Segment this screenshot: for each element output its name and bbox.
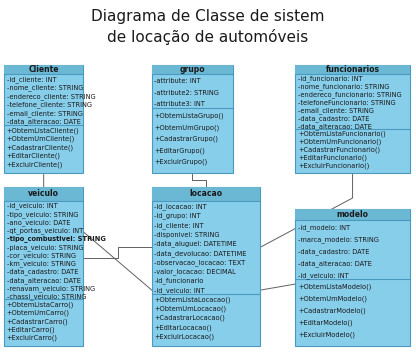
- Text: +EditarFuncionario(): +EditarFuncionario(): [298, 154, 367, 161]
- Text: +ObtemUmCarro(): +ObtemUmCarro(): [7, 310, 69, 316]
- Text: +ObtemUmCliente(): +ObtemUmCliente(): [7, 136, 75, 143]
- Text: +ExcluirFuncionario(): +ExcluirFuncionario(): [298, 162, 369, 168]
- Text: +CadastrarLocacao(): +CadastrarLocacao(): [154, 315, 225, 321]
- Text: -attribute3: INT: -attribute3: INT: [154, 102, 205, 107]
- Text: +ExcluirGrupo(): +ExcluirGrupo(): [154, 159, 208, 165]
- Text: -id_locacao: INT: -id_locacao: INT: [154, 203, 207, 210]
- Text: locacao: locacao: [189, 189, 223, 198]
- Text: -id_funcionario: INT: -id_funcionario: INT: [298, 76, 362, 82]
- Text: -attribute2: STRING: -attribute2: STRING: [154, 90, 219, 96]
- Text: +ExcluirModelo(): +ExcluirModelo(): [298, 331, 355, 338]
- FancyBboxPatch shape: [152, 65, 233, 74]
- Text: -id_cliente: INT: -id_cliente: INT: [7, 76, 56, 83]
- Text: +ExcluirLocacao(): +ExcluirLocacao(): [154, 333, 215, 340]
- Text: +ObtemListaLocacao(): +ObtemListaLocacao(): [154, 296, 231, 303]
- FancyBboxPatch shape: [4, 187, 83, 346]
- Text: -data_aluguel: DATETIME: -data_aluguel: DATETIME: [154, 240, 237, 247]
- Text: -endereco_cliente: STRING: -endereco_cliente: STRING: [7, 93, 95, 100]
- Text: +ObtemListaModelo(): +ObtemListaModelo(): [298, 284, 371, 291]
- Text: -km_veiculo: STRING: -km_veiculo: STRING: [7, 260, 76, 267]
- Text: -data_cadastro: DATE: -data_cadastro: DATE: [298, 115, 369, 122]
- FancyBboxPatch shape: [295, 209, 410, 346]
- Text: -data_alteracao: DATE: -data_alteracao: DATE: [7, 119, 81, 126]
- Text: -data_devolucao: DATETIME: -data_devolucao: DATETIME: [154, 250, 247, 257]
- Text: -id_grupo: INT: -id_grupo: INT: [154, 213, 201, 219]
- FancyBboxPatch shape: [152, 187, 260, 201]
- Text: -id_cliente: INT: -id_cliente: INT: [154, 222, 204, 229]
- Text: +ObtemUmFuncionario(): +ObtemUmFuncionario(): [298, 139, 381, 145]
- Text: -disponivel: STRING: -disponivel: STRING: [154, 231, 220, 238]
- Text: +EditarCliente(): +EditarCliente(): [7, 153, 61, 159]
- FancyBboxPatch shape: [295, 209, 410, 220]
- Text: -id_veiculo: INT: -id_veiculo: INT: [154, 287, 205, 294]
- Text: +ExcluirCarro(): +ExcluirCarro(): [7, 334, 58, 341]
- Text: -email_cliente: STRING: -email_cliente: STRING: [298, 107, 374, 114]
- Text: -cor_veiculo: STRING: -cor_veiculo: STRING: [7, 252, 76, 259]
- Text: +EditarCarro(): +EditarCarro(): [7, 326, 55, 333]
- Text: -id_veiculo: INT: -id_veiculo: INT: [298, 272, 349, 279]
- Text: Cliente: Cliente: [28, 65, 59, 74]
- Text: +ObtemListaCliente(): +ObtemListaCliente(): [7, 127, 79, 134]
- Text: -id_veiculo: INT: -id_veiculo: INT: [7, 203, 57, 210]
- Text: +EditarGrupo(): +EditarGrupo(): [154, 147, 205, 154]
- Text: -tipo_combustivel: STRING: -tipo_combustivel: STRING: [7, 235, 106, 242]
- Text: -tipo_veiculo: STRING: -tipo_veiculo: STRING: [7, 211, 78, 218]
- Text: funcionarios: funcionarios: [326, 65, 379, 74]
- FancyBboxPatch shape: [4, 187, 83, 201]
- Text: +ObtemUmGrupo(): +ObtemUmGrupo(): [154, 124, 220, 131]
- Text: +CadastrarFuncionario(): +CadastrarFuncionario(): [298, 147, 380, 153]
- Text: -telefoneFuncionario: STRING: -telefoneFuncionario: STRING: [298, 100, 396, 105]
- Text: +ExcluirCliente(): +ExcluirCliente(): [7, 161, 63, 168]
- Text: -id_funcionario: -id_funcionario: [154, 278, 204, 284]
- Text: -id_modelo: INT: -id_modelo: INT: [298, 225, 350, 231]
- Text: -email_cliente: STRING: -email_cliente: STRING: [7, 110, 82, 117]
- Text: Diagrama de Classe de sistem
de locação de automóveis: Diagrama de Classe de sistem de locação …: [91, 9, 325, 45]
- Text: -data_cadastro: DATE: -data_cadastro: DATE: [298, 248, 369, 255]
- Text: -observacao_locacao: TEXT: -observacao_locacao: TEXT: [154, 259, 245, 266]
- Text: -data_alteracao: DATE: -data_alteracao: DATE: [7, 277, 81, 284]
- Text: grupo: grupo: [180, 65, 205, 74]
- Text: +EditarModelo(): +EditarModelo(): [298, 319, 352, 326]
- FancyBboxPatch shape: [152, 65, 233, 173]
- FancyBboxPatch shape: [295, 65, 410, 173]
- Text: +ObtemUmLocacao(): +ObtemUmLocacao(): [154, 306, 226, 312]
- Text: -nome_funcionario: STRING: -nome_funcionario: STRING: [298, 84, 389, 90]
- Text: -endereco_funcionario: STRING: -endereco_funcionario: STRING: [298, 91, 401, 98]
- Text: -nome_cliente: STRING: -nome_cliente: STRING: [7, 85, 83, 91]
- Text: +ObtemUmModelo(): +ObtemUmModelo(): [298, 296, 367, 302]
- Text: -data_alteracao: DATE: -data_alteracao: DATE: [298, 260, 372, 267]
- Text: +ObtemListaCarro(): +ObtemListaCarro(): [7, 302, 74, 308]
- Text: -data_alteracao: DATE: -data_alteracao: DATE: [298, 123, 372, 130]
- Text: +CadastrarGrupo(): +CadastrarGrupo(): [154, 136, 218, 142]
- Text: modelo: modelo: [337, 210, 369, 219]
- FancyBboxPatch shape: [4, 65, 83, 173]
- FancyBboxPatch shape: [4, 65, 83, 74]
- Text: +CadastrarModelo(): +CadastrarModelo(): [298, 307, 366, 314]
- Text: +CadastrarCliente(): +CadastrarCliente(): [7, 144, 74, 151]
- Text: -attribute: INT: -attribute: INT: [154, 78, 201, 85]
- Text: -qt_portas_veiculo: INT: -qt_portas_veiculo: INT: [7, 228, 83, 234]
- Text: -valor_locacao: DECIMAL: -valor_locacao: DECIMAL: [154, 268, 236, 275]
- Text: -chassi_veiculo: STRING: -chassi_veiculo: STRING: [7, 293, 86, 300]
- Text: -telefone_cliente: STRING: -telefone_cliente: STRING: [7, 102, 92, 108]
- Text: +CadastrarCarro(): +CadastrarCarro(): [7, 318, 68, 325]
- Text: +EditarLocacao(): +EditarLocacao(): [154, 324, 212, 331]
- Text: -marca_modelo: STRING: -marca_modelo: STRING: [298, 237, 379, 243]
- FancyBboxPatch shape: [152, 187, 260, 346]
- Text: -placa_veiculo: STRING: -placa_veiculo: STRING: [7, 244, 83, 251]
- Text: -ano_veiculo: DATE: -ano_veiculo: DATE: [7, 219, 70, 226]
- Text: -renavam_veiculo: STRING: -renavam_veiculo: STRING: [7, 285, 95, 292]
- FancyBboxPatch shape: [295, 65, 410, 74]
- Text: +ObtemListaFuncionario(): +ObtemListaFuncionario(): [298, 131, 386, 137]
- Text: +ObtemListaGrupo(): +ObtemListaGrupo(): [154, 113, 224, 119]
- Text: veiculo: veiculo: [28, 189, 59, 198]
- Text: -data_cadastro: DATE: -data_cadastro: DATE: [7, 269, 78, 275]
